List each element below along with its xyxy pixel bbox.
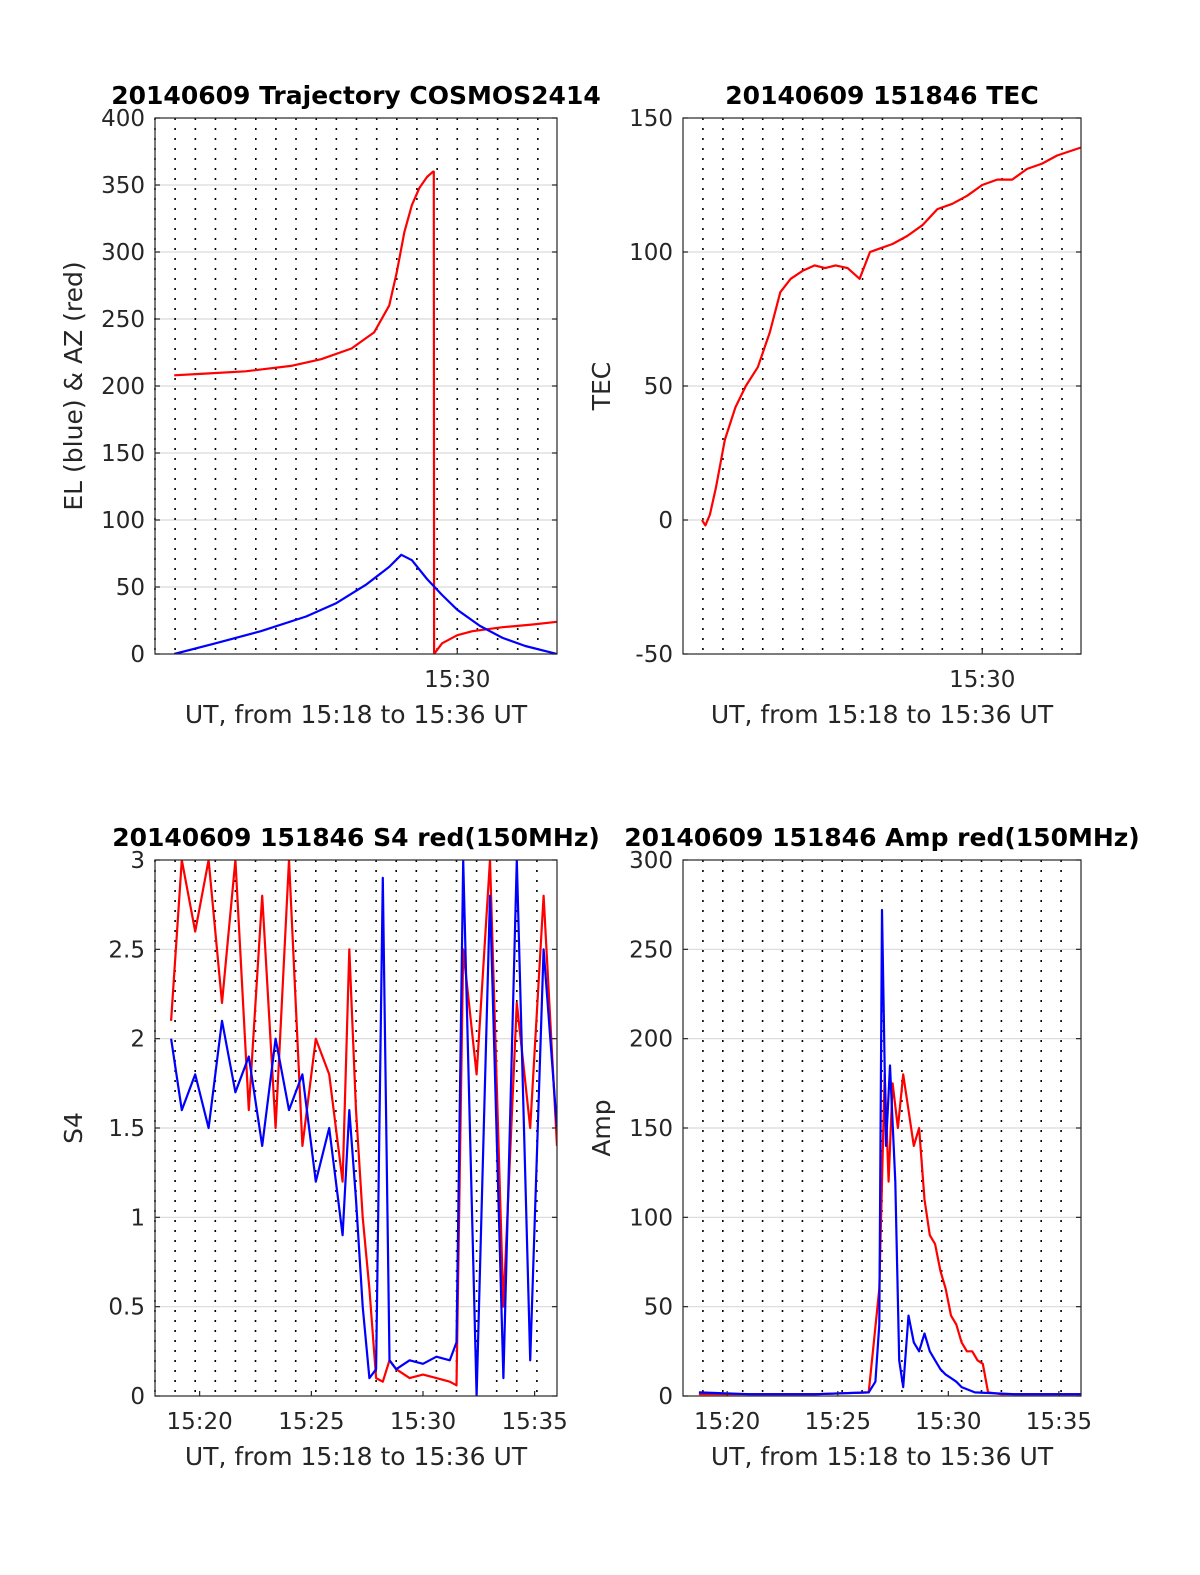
y-tick-label: 350	[101, 173, 145, 199]
series-line-0	[701, 146, 1081, 527]
y-tick-label: 100	[101, 508, 145, 534]
panel-tec: 20140609 151846 TEC UT, from 15:18 to 15…	[587, 81, 1082, 729]
y-tick-label: 100	[629, 1205, 673, 1231]
y-tick-label: 300	[629, 848, 673, 874]
y-axis-label: EL (blue) & AZ (red)	[59, 261, 88, 510]
y-tick-label: 0	[658, 1384, 673, 1410]
y-tick-label: 400	[101, 106, 145, 132]
y-tick-label: 150	[629, 1116, 673, 1142]
x-axis-label: UT, from 15:18 to 15:36 UT	[711, 1442, 1054, 1471]
x-axis-label: UT, from 15:18 to 15:36 UT	[711, 700, 1054, 729]
panel-title: 20140609 151846 S4 red(150MHz)	[112, 823, 600, 852]
y-tick-label: 200	[629, 1027, 673, 1053]
y-tick-label: 1.5	[108, 1116, 145, 1142]
y-axis-label: S4	[59, 1112, 88, 1144]
series-lines	[173, 170, 557, 654]
y-tick-label: 100	[629, 240, 673, 266]
y-ticks: 0 0.5 1 1.5 2 2.5 3	[108, 848, 557, 1410]
series-line-1	[698, 908, 1081, 1396]
y-tick-label: 200	[101, 374, 145, 400]
y-tick-label: 50	[644, 374, 673, 400]
x-ticks: 15:30	[424, 649, 490, 693]
x-tick-label: 15:30	[390, 1409, 456, 1435]
panel-title: 20140609 Trajectory COSMOS2414	[111, 81, 601, 110]
series-lines	[698, 908, 1081, 1396]
y-ticks: 0 50 100 150 200 250 300	[629, 848, 1081, 1410]
y-tick-label: 2	[130, 1027, 145, 1053]
y-tick-label: 150	[629, 106, 673, 132]
y-tick-label: 2.5	[108, 937, 145, 963]
panel-trajectory: 20140609 Trajectory COSMOS2414 UT, from …	[59, 81, 601, 729]
x-tick-label: 15:30	[915, 1409, 981, 1435]
y-tick-label: 50	[116, 575, 145, 601]
y-tick-label: -50	[635, 642, 673, 668]
y-tick-label: 250	[629, 937, 673, 963]
x-tick-label: 15:35	[1026, 1409, 1092, 1435]
panel-s4: 20140609 151846 S4 red(150MHz) UT, from …	[59, 823, 600, 1471]
y-tick-label: 50	[644, 1295, 673, 1321]
x-tick-label: 15:25	[805, 1409, 871, 1435]
x-axis-label: UT, from 15:18 to 15:36 UT	[185, 700, 528, 729]
x-ticks: 15:20 15:25 15:30 15:35	[166, 1391, 568, 1435]
x-tick-label: 15:25	[278, 1409, 344, 1435]
y-tick-label: 3	[130, 848, 145, 874]
y-tick-label: 1	[130, 1205, 145, 1231]
x-axis-label: UT, from 15:18 to 15:36 UT	[185, 1442, 528, 1471]
x-tick-label: 15:30	[949, 667, 1015, 693]
y-tick-label: 0	[658, 508, 673, 534]
x-tick-label: 15:30	[424, 667, 490, 693]
panel-amp: 20140609 151846 Amp red(150MHz) UT, from…	[587, 823, 1140, 1471]
horizontal-gridlines	[155, 948, 557, 1308]
y-axis-label: TEC	[587, 362, 616, 412]
y-tick-label: 0	[130, 1384, 145, 1410]
y-tick-label: 300	[101, 240, 145, 266]
x-tick-label: 15:20	[694, 1409, 760, 1435]
series-line-0	[174, 170, 557, 654]
series-lines	[170, 860, 557, 1396]
y-ticks: 0 50 100 150 200 250 300 350 400	[101, 106, 557, 668]
panel-title: 20140609 151846 TEC	[725, 81, 1038, 110]
y-tick-label: 0.5	[108, 1295, 145, 1321]
y-tick-label: 150	[101, 441, 145, 467]
series-line-1	[170, 860, 557, 1396]
y-tick-label: 250	[101, 307, 145, 333]
series-line-0	[698, 1073, 1081, 1396]
x-ticks: 15:30	[949, 649, 1015, 693]
series-lines	[701, 146, 1081, 527]
y-axis-label: Amp	[587, 1099, 616, 1156]
x-ticks: 15:20 15:25 15:30 15:35	[694, 1391, 1092, 1435]
y-ticks: -50 0 50 100 150	[629, 106, 1081, 668]
x-tick-label: 15:20	[166, 1409, 232, 1435]
panel-title: 20140609 151846 Amp red(150MHz)	[624, 823, 1140, 852]
x-tick-label: 15:35	[501, 1409, 567, 1435]
series-line-0	[170, 860, 557, 1387]
series-line-1	[173, 553, 557, 654]
y-tick-label: 0	[130, 642, 145, 668]
